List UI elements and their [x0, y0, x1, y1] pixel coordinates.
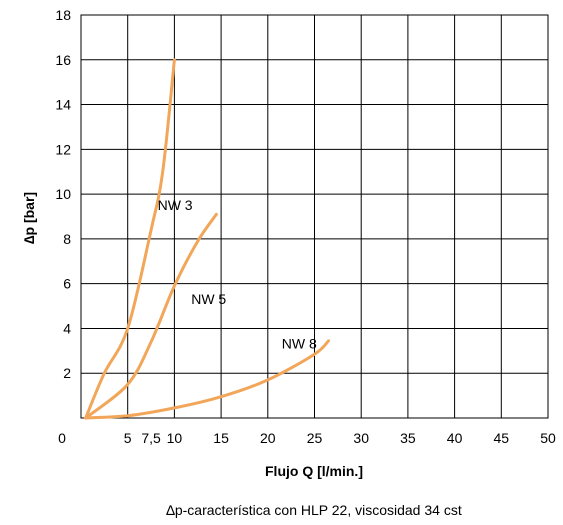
x-axis-title: Flujo Q [l/min.] — [265, 463, 363, 479]
chart-series-labels: NW 3 NW 5 NW 8 — [158, 197, 317, 352]
x-tick-label: 15 — [213, 430, 229, 446]
series-label-nw-3: NW 3 — [158, 197, 193, 213]
series-label-nw-8: NW 8 — [282, 336, 317, 352]
x-tick-label: 45 — [494, 430, 510, 446]
x-tick-label: 7,5 — [141, 430, 161, 446]
y-tick-label: 8 — [63, 231, 71, 247]
y-tick-label: 16 — [55, 52, 71, 68]
y-axis-title: ∆p [bar] — [21, 192, 37, 244]
x-tick-label: 50 — [540, 430, 556, 446]
chart-grid — [80, 14, 549, 419]
y-tick-label: 18 — [55, 7, 71, 23]
series-line-nw-5 — [84, 212, 218, 420]
chart-tick-labels: 0 5 7,5 10 15 20 25 30 35 40 45 50 2 4 6 8 10 12 14 16 18 — [55, 7, 556, 446]
x-tick-label: 40 — [447, 430, 463, 446]
series-line-nw-3 — [84, 58, 176, 420]
x-tick-label: 25 — [307, 430, 323, 446]
x-tick-label: 20 — [260, 430, 276, 446]
series-line-nw-8 — [84, 339, 330, 420]
y-tick-label: 10 — [55, 186, 71, 202]
x-tick-label: 30 — [353, 430, 369, 446]
y-tick-label: 12 — [55, 141, 71, 157]
y-tick-label: 6 — [63, 276, 71, 292]
x-tick-label: 35 — [400, 430, 416, 446]
y-tick-label: 14 — [55, 97, 71, 113]
x-tick-label: 10 — [167, 430, 183, 446]
y-tick-label: 2 — [63, 365, 71, 381]
y-tick-label: 4 — [63, 320, 71, 336]
chart-caption: ∆p-característica con HLP 22, viscosidad… — [166, 502, 462, 518]
x-tick-label: 0 — [58, 430, 66, 446]
chart-series — [84, 58, 330, 420]
series-label-nw-5: NW 5 — [191, 291, 226, 307]
plot-frame — [80, 14, 549, 419]
x-tick-label: 5 — [124, 430, 132, 446]
